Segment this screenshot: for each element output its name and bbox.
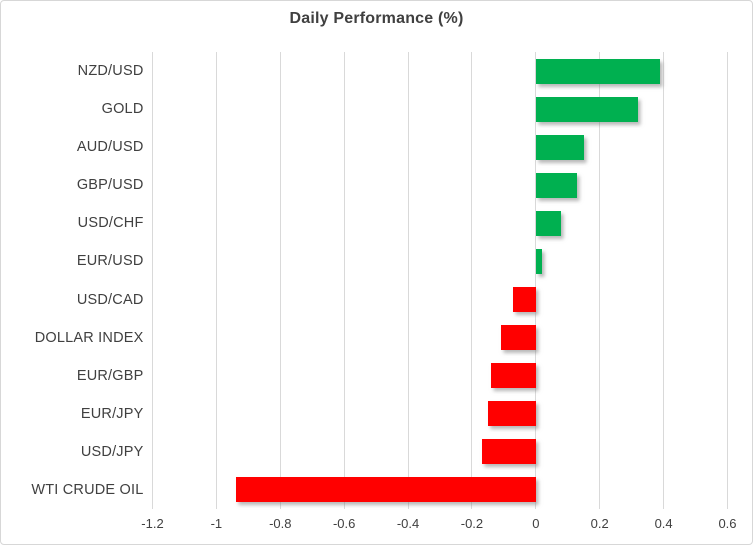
category-label: USD/CHF	[77, 215, 144, 232]
x-axis-tick-label: 0.2	[590, 516, 609, 531]
x-axis-tick-label: -1.2	[141, 516, 164, 531]
category-label: AUD/USD	[76, 139, 144, 156]
bar-usd-cad	[513, 287, 536, 313]
chart-title: Daily Performance (%)	[289, 10, 464, 27]
category-label: USD/CAD	[76, 291, 144, 308]
category-label: GOLD	[101, 101, 144, 118]
x-axis-tick-label: -1	[210, 516, 223, 531]
x-axis-tick-label: -0.8	[269, 516, 292, 531]
category-label: DOLLAR INDEX	[34, 329, 144, 346]
bar-eur-gbp	[491, 363, 536, 389]
bar-wti-crude-oil	[235, 477, 536, 503]
bar-aud-usd	[535, 134, 584, 160]
x-axis-tick-label: -0.6	[332, 516, 356, 531]
category-label: EUR/JPY	[80, 405, 144, 422]
gridline	[215, 52, 217, 509]
category-label: WTI CRUDE OIL	[31, 481, 144, 498]
bar-gold	[535, 96, 639, 122]
category-label: USD/JPY	[80, 443, 144, 460]
x-axis-tick-label: 0.4	[654, 516, 673, 531]
gridline	[471, 52, 473, 509]
gridline	[407, 52, 409, 509]
bar-dollar-index	[500, 325, 536, 351]
bar-nzd-usd	[535, 58, 661, 84]
gridline	[727, 52, 728, 509]
gridline	[343, 52, 345, 509]
x-axis-tick-label: -0.2	[460, 516, 484, 531]
bar-usd-chf	[535, 210, 562, 236]
category-label: EUR/USD	[76, 253, 144, 270]
bar-usd-jpy	[481, 439, 536, 465]
x-axis-tick-label: -0.4	[396, 516, 420, 531]
x-axis-tick-label: 0	[532, 516, 540, 531]
gridline	[279, 52, 281, 509]
gridline	[535, 52, 537, 509]
bar-gbp-usd	[535, 172, 578, 198]
bar-eur-jpy	[487, 401, 536, 427]
category-label: GBP/USD	[76, 177, 144, 194]
gridline	[152, 52, 153, 509]
category-label: NZD/USD	[77, 63, 144, 79]
bar-eur-usd	[535, 248, 543, 274]
gridline	[663, 52, 665, 509]
category-label: EUR/GBP	[76, 367, 144, 384]
x-axis-tick-label: 0.6	[718, 516, 737, 531]
gridline	[599, 52, 601, 509]
